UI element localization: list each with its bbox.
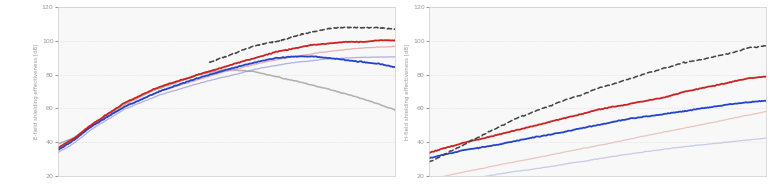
Y-axis label: E-field shielding effectiveness [dB]: E-field shielding effectiveness [dB] xyxy=(34,44,39,139)
Y-axis label: H-field shielding effectiveness [dB]: H-field shielding effectiveness [dB] xyxy=(405,43,410,140)
